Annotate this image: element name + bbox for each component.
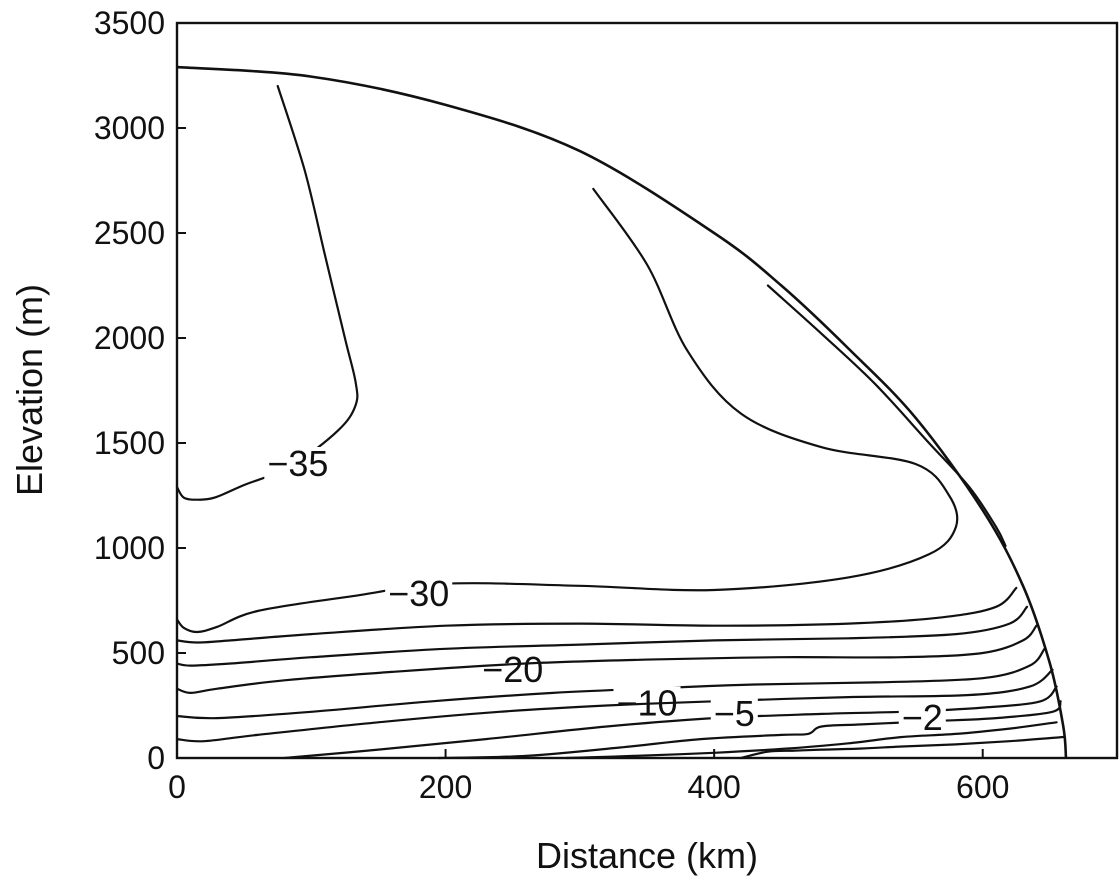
x-tick-label: 400 [687, 769, 740, 805]
plot-frame [175, 21, 1119, 760]
x-tick-label: 600 [956, 769, 1009, 805]
contour-line [739, 735, 1065, 760]
plot-area: −35−30−20−10 −5 −2 [175, 65, 1068, 760]
ice-surface-line [176, 65, 1068, 759]
contour-line [175, 84, 359, 501]
y-tick-label: 1000 [94, 530, 165, 566]
contour-line [175, 187, 959, 634]
contour-line [175, 605, 1029, 667]
y-tick-label: 3000 [94, 110, 165, 146]
contour-line [175, 624, 1038, 694]
contour-label-background [898, 701, 946, 735]
contour-line [565, 721, 1058, 760]
y-axis: 0 500 1000 1500 2000 2500 3000 3500 [94, 5, 186, 776]
contour-label: −20 [482, 649, 543, 690]
contour-label-background [385, 577, 453, 611]
contour-label: −5 [714, 693, 755, 734]
y-tick-label: 2500 [94, 215, 165, 251]
contour-label: −2 [902, 697, 943, 738]
y-tick-label: 500 [112, 635, 165, 671]
contour-label: −35 [267, 443, 328, 484]
contour-label-background [264, 447, 332, 480]
x-tick-label: 200 [419, 769, 472, 805]
contour-line [766, 284, 1007, 547]
x-axis: 0 200 400 600 [168, 749, 1009, 805]
contour-line [175, 586, 1018, 644]
contour-line [175, 668, 1054, 743]
contour-label-background [479, 652, 547, 686]
x-tick-label: 0 [168, 769, 186, 805]
x-axis-label: Distance (km) [536, 835, 758, 876]
y-tick-label: 2000 [94, 320, 165, 356]
y-tick-label: 1500 [94, 425, 165, 461]
contour-line [437, 700, 1062, 760]
contour-label-background [710, 696, 758, 730]
y-tick-label: 0 [147, 740, 165, 776]
contour-label: −30 [388, 573, 449, 614]
y-tick-label: 3500 [94, 5, 165, 41]
y-axis-label: Elevation (m) [9, 284, 50, 496]
